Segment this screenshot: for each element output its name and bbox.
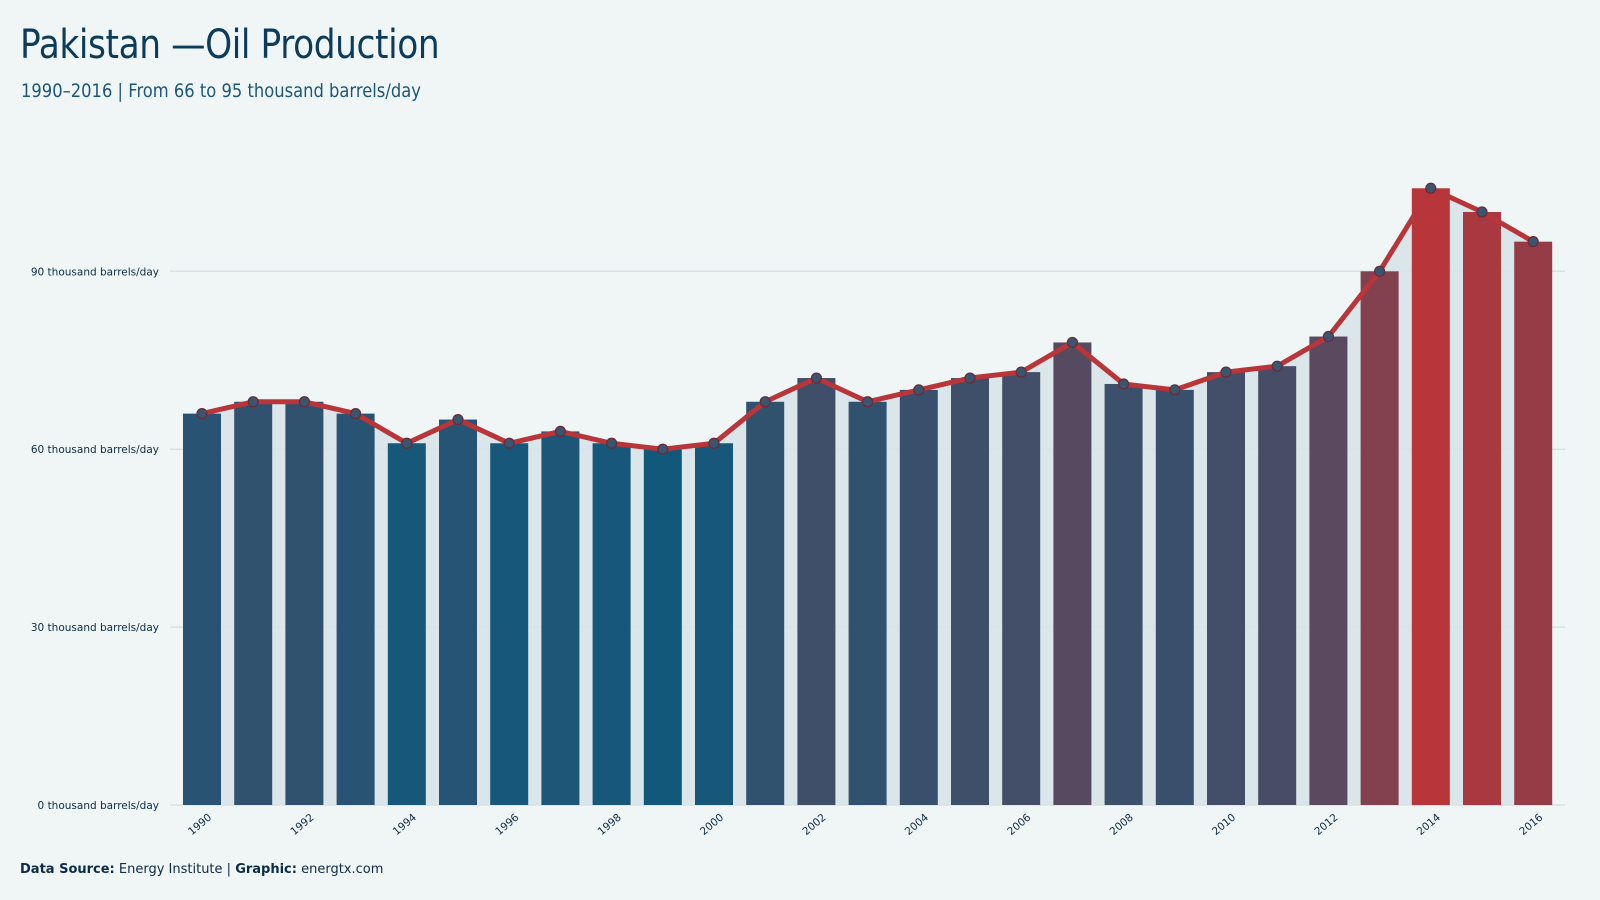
point-1993 [350, 408, 362, 420]
y-tick-label: 0 thousand barrels/day [38, 800, 159, 812]
graphic-label: Graphic: [235, 862, 297, 877]
bar-2003 [848, 401, 887, 805]
bar-1999 [643, 449, 682, 805]
bar-2004 [899, 389, 938, 805]
point-2006 [1015, 366, 1027, 378]
bar-1996 [490, 443, 529, 805]
x-axis-ticks: 1990 1992 1994 1996 1998 2000 2002 2004 2006 2008… [186, 811, 1546, 838]
x-tick-label: 2004 [903, 811, 931, 838]
point-2011 [1271, 360, 1283, 372]
source-label: Data Source: [20, 862, 115, 877]
bar-2006 [1002, 372, 1041, 805]
y-tick-label: 90 thousand barrels/day [31, 266, 159, 278]
bar-2011 [1258, 366, 1297, 805]
bar-2013 [1360, 271, 1399, 805]
point-2016 [1527, 236, 1539, 248]
bar-2008 [1104, 383, 1143, 805]
point-1999 [657, 443, 669, 455]
x-tick-label: 2012 [1312, 812, 1340, 838]
bar-1995 [439, 419, 477, 805]
bar-1998 [592, 443, 631, 805]
point-2001 [759, 396, 771, 408]
point-1994 [401, 437, 413, 449]
point-1997 [554, 425, 567, 438]
bar-2016 [1514, 241, 1553, 805]
point-2014 [1425, 182, 1437, 194]
bars [183, 188, 1553, 805]
bar-2012 [1309, 336, 1348, 805]
point-2013 [1373, 265, 1386, 277]
bar-1994 [387, 443, 426, 805]
point-2007 [1066, 336, 1079, 349]
chart-title: Pakistan —Oil Production [20, 22, 440, 68]
point-2010 [1220, 366, 1232, 378]
point-2000 [708, 437, 720, 449]
y-tick-label: 60 thousand barrels/day [31, 444, 159, 456]
bar-2000 [695, 443, 733, 805]
source-value: Energy Institute | [114, 862, 236, 877]
x-tick-label: 1990 [186, 812, 214, 838]
point-1992 [298, 396, 310, 408]
bar-1991 [234, 401, 273, 805]
bar-2014 [1411, 188, 1450, 805]
x-tick-label: 2006 [1005, 811, 1033, 838]
x-tick-label: 2000 [698, 812, 726, 838]
bar-2009 [1155, 389, 1194, 805]
x-tick-label: 1992 [288, 812, 316, 838]
x-tick-label: 2016 [1517, 811, 1545, 838]
chart-subtitle: 1990–2016 | From 66 to 95 thousand barre… [21, 80, 421, 102]
point-2009 [1169, 384, 1181, 396]
graphic-value: energtx.com [296, 862, 384, 877]
point-1990 [196, 408, 208, 420]
bar-2015 [1463, 212, 1501, 805]
point-1998 [605, 437, 618, 449]
trend-line [196, 182, 1539, 455]
point-2005 [964, 372, 976, 384]
bar-2002 [797, 378, 836, 805]
point-1995 [452, 413, 464, 426]
point-2015 [1476, 206, 1488, 218]
y-axis-ticks: 0 thousand barrels/day 30 thousand barrel… [31, 266, 159, 812]
point-2003 [861, 396, 874, 408]
bar-1990 [183, 413, 221, 805]
chart-footer: Data Source: Energy Institute | Graphic:… [20, 862, 383, 877]
point-1996 [503, 437, 515, 449]
x-tick-label: 1996 [493, 811, 521, 838]
bar-2001 [746, 401, 785, 805]
point-2004 [913, 384, 925, 396]
x-tick-label: 1994 [391, 811, 419, 838]
x-tick-label: 2014 [1415, 811, 1443, 838]
bar-1992 [285, 401, 324, 805]
x-tick-label: 2008 [1108, 812, 1136, 838]
x-tick-label: 1998 [596, 812, 624, 838]
x-tick-label: 2002 [800, 812, 828, 838]
bar-2010 [1207, 372, 1245, 805]
bar-2005 [951, 378, 989, 805]
x-tick-label: 2010 [1210, 812, 1238, 838]
bar-1997 [541, 431, 580, 805]
point-1991 [247, 396, 259, 408]
point-2008 [1117, 378, 1130, 390]
point-2002 [810, 372, 823, 384]
y-tick-label: 30 thousand barrels/day [31, 622, 159, 634]
bar-2007 [1053, 342, 1092, 805]
bar-1993 [336, 413, 375, 805]
point-2012 [1322, 330, 1335, 343]
